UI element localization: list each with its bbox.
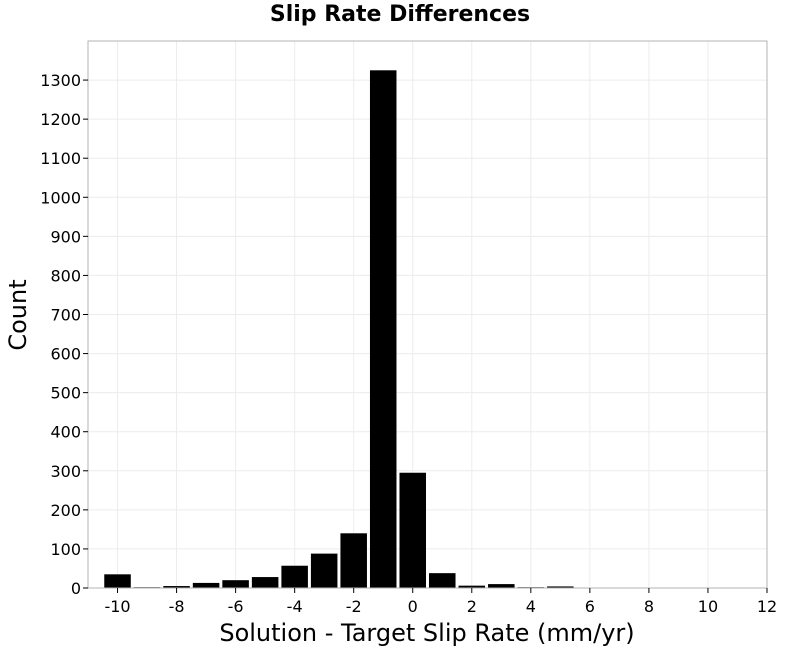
x-tick-label: -2: [346, 597, 362, 616]
x-axis-label: Solution - Target Slip Rate (mm/yr): [219, 619, 634, 647]
y-tick-label: 900: [50, 227, 81, 246]
y-tick-label: 700: [50, 306, 81, 325]
histogram-bar: [547, 586, 574, 588]
x-tick-label: -4: [287, 597, 303, 616]
y-axis-label: Count: [4, 279, 32, 350]
x-tick-label: -10: [104, 597, 130, 616]
histogram-bar: [458, 585, 486, 588]
x-axis-ticks: -10 -8 -6 -4 -2 0 2 4 6 8 10 12: [104, 588, 777, 616]
y-tick-label: 500: [50, 384, 81, 403]
y-tick-label: 800: [50, 266, 81, 285]
y-tick-label: 300: [50, 462, 81, 481]
chart-title: Slip Rate Differences: [269, 2, 531, 27]
histogram-bar: [429, 573, 456, 588]
histogram-bar: [192, 582, 220, 588]
y-tick-label: 100: [50, 540, 81, 559]
bars: [104, 70, 604, 588]
y-tick-label: 1300: [40, 71, 81, 90]
x-tick-label: -8: [169, 597, 185, 616]
x-tick-label: 10: [698, 597, 718, 616]
histogram-bar: [310, 553, 338, 588]
histogram-bar: [488, 584, 515, 588]
histogram-bar: [369, 70, 397, 588]
histogram-bar: [104, 574, 131, 588]
y-tick-label: 400: [50, 423, 81, 442]
y-tick-label: 1100: [40, 149, 81, 168]
y-tick-label: 600: [50, 345, 81, 364]
x-tick-label: 0: [408, 597, 418, 616]
y-tick-label: 200: [50, 501, 81, 520]
x-tick-label: 2: [467, 597, 477, 616]
y-axis-ticks: 0 100 200 300 400 500 600 700 800 900 1000 1100 1200…: [40, 71, 88, 598]
x-tick-label: 6: [585, 597, 595, 616]
y-tick-label: 1000: [40, 188, 81, 207]
histogram-bar: [163, 586, 190, 588]
x-tick-label: 8: [644, 597, 654, 616]
histogram-bar: [222, 580, 249, 588]
histogram-bar: [281, 565, 308, 588]
histogram-bar: [399, 472, 426, 588]
grid-lines: [88, 41, 768, 589]
y-tick-label: 0: [71, 579, 81, 598]
histogram-bar: [340, 533, 367, 588]
x-tick-label: 12: [757, 597, 777, 616]
y-tick-label: 1200: [40, 110, 81, 129]
x-tick-label: 4: [526, 597, 536, 616]
histogram-bar: [251, 577, 279, 588]
x-tick-label: -6: [228, 597, 244, 616]
